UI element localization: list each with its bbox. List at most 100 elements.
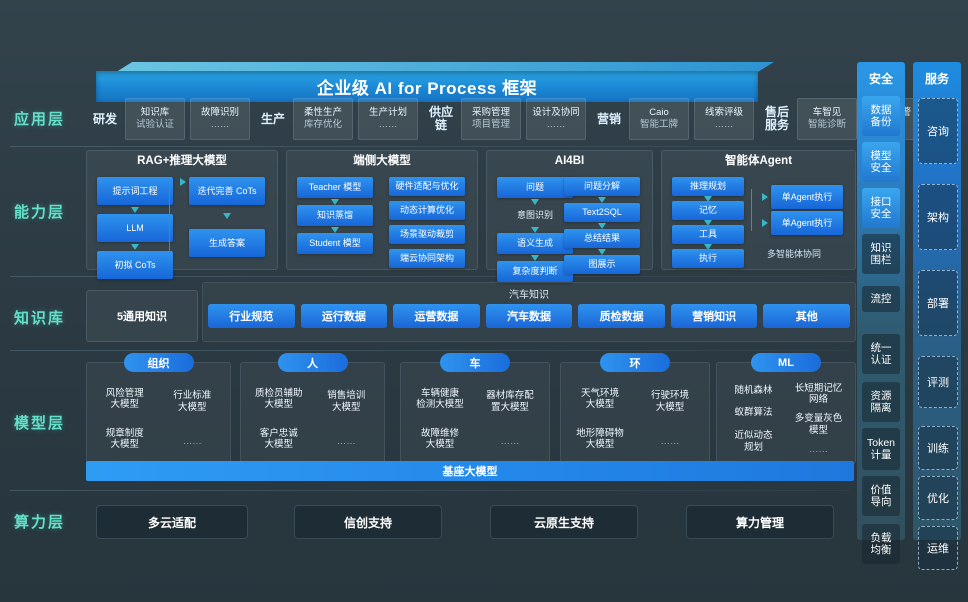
capability-node[interactable]: 记忆 — [672, 201, 744, 220]
compute-item[interactable]: 云原生支持 — [490, 505, 638, 539]
application-cell-primary: 柔性生产 — [303, 107, 342, 118]
security-item[interactable]: 流控 — [862, 286, 900, 312]
model-cell[interactable]: 近似动态 规划 — [734, 430, 773, 453]
capability-node[interactable]: Teacher 模型 — [297, 177, 373, 198]
capability-node[interactable]: 意图识别 — [516, 210, 553, 221]
application-cell[interactable]: Caio 智能工牌 — [629, 98, 689, 140]
service-item[interactable]: 架构 — [918, 184, 958, 250]
capability-node[interactable]: 问题分解 — [564, 177, 640, 196]
model-group-pill[interactable]: 组织 — [123, 353, 194, 372]
model-cell[interactable]: 规章制度 大模型 — [105, 427, 144, 451]
capability-node[interactable]: 动态计算优化 — [389, 201, 465, 220]
capability-node[interactable]: 执行 — [672, 249, 744, 268]
application-cell[interactable]: 车智见 智能诊断 — [797, 98, 857, 140]
capability-node[interactable]: 单Agent执行 — [771, 185, 843, 209]
knowledge-auto-panel: 汽车知识 行业规范 运行数据 运营数据 汽车数据 质检数据 营销知识 其他 — [202, 282, 856, 342]
model-cell[interactable]: 地形障碍物 大模型 — [576, 427, 624, 451]
model-cell[interactable]: 质检员辅助 大模型 — [254, 387, 303, 411]
security-column-header: 安全 — [868, 72, 893, 86]
flow-arrow-down-icon — [531, 226, 539, 233]
capability-node[interactable]: 问题 — [497, 177, 573, 198]
security-item[interactable]: Token 计量 — [862, 428, 900, 470]
security-item[interactable]: 资源 隔离 — [862, 382, 900, 422]
service-item[interactable]: 评测 — [918, 356, 958, 408]
capability-node[interactable]: 硬件适配与优化 — [389, 177, 465, 196]
application-cell[interactable]: 设计及协同…… — [526, 98, 586, 140]
model-cell[interactable]: 故障维修 大模型 — [420, 427, 459, 451]
capability-node[interactable]: 知识蒸馏 — [297, 205, 373, 226]
capability-node[interactable]: 场景驱动裁剪 — [389, 225, 465, 244]
service-item[interactable]: 优化 — [918, 476, 958, 520]
capability-node[interactable]: 语义生成 — [497, 233, 573, 254]
model-cell[interactable]: 长短期记忆 网络 — [794, 382, 843, 406]
model-cell[interactable]: 销售培训 大模型 — [327, 390, 366, 413]
flow-arrow-down-icon — [131, 243, 139, 250]
security-item[interactable]: 统一 认证 — [862, 334, 900, 374]
security-item[interactable]: 数据 备份 — [862, 96, 900, 136]
knowledge-chip[interactable]: 质检数据 — [578, 304, 665, 328]
security-item[interactable]: 价值 导向 — [862, 476, 900, 516]
security-item[interactable]: 接口 安全 — [862, 188, 900, 228]
application-cell[interactable]: 线索评级…… — [694, 98, 754, 140]
security-item[interactable]: 负载 均衡 — [862, 524, 900, 564]
model-group-pill[interactable]: 人 — [277, 353, 348, 372]
model-group-4: ML 随机森林蚁群算法近似动态 规划 长短期记忆 网络 多变量灰色 模型 …… — [716, 353, 856, 464]
model-group-pill[interactable]: ML — [751, 353, 821, 372]
model-cell[interactable]: 车辆健康 检测大模型 — [416, 387, 464, 411]
divider-application — [10, 146, 850, 147]
model-cell[interactable]: 天气环境 大模型 — [580, 387, 619, 411]
model-cell[interactable]: …… — [336, 436, 356, 448]
capability-node[interactable]: 生成答案 — [189, 229, 265, 257]
knowledge-general-box: 5通用知识 — [86, 290, 198, 342]
capability-node[interactable]: 单Agent执行 — [771, 211, 843, 235]
model-cell[interactable]: 行业标准 大模型 — [173, 390, 212, 413]
service-item[interactable]: 训练 — [918, 426, 958, 470]
model-cell[interactable]: 蚁群算法 — [734, 407, 773, 419]
knowledge-chip[interactable]: 运行数据 — [300, 304, 388, 328]
service-item[interactable]: 咨询 — [918, 98, 958, 164]
model-cell[interactable]: 器材库存配 置大模型 — [486, 390, 534, 413]
capability-node[interactable]: 初拟 CoTs — [97, 251, 173, 279]
model-cell[interactable]: …… — [660, 436, 680, 448]
compute-item[interactable]: 算力管理 — [686, 505, 834, 539]
capability-node[interactable]: 总结结果 — [564, 229, 640, 248]
model-group-pill[interactable]: 环 — [600, 353, 670, 372]
model-cell-grid: 质检员辅助 大模型 客户忠诚 大模型 销售培训 大模型 …… — [245, 379, 380, 459]
capability-node[interactable]: 迭代完善 CoTs — [189, 177, 265, 205]
compute-item[interactable]: 信创支持 — [294, 505, 442, 539]
security-item[interactable]: 模型 安全 — [862, 142, 900, 182]
model-group-pill[interactable]: 车 — [440, 353, 510, 372]
model-cell[interactable]: …… — [500, 436, 520, 448]
application-cell-row: 柔性生产 库存优化 生产计划…… — [293, 98, 418, 140]
application-cell[interactable]: 柔性生产 库存优化 — [293, 98, 353, 140]
model-cell[interactable]: 行驶环境 大模型 — [650, 390, 689, 413]
application-cell[interactable]: 生产计划…… — [358, 98, 418, 140]
capability-node[interactable]: Student 模型 — [297, 233, 373, 254]
application-cell[interactable]: 知识库 试验认证 — [125, 98, 185, 140]
knowledge-chip[interactable]: 其他 — [763, 304, 851, 328]
model-cell[interactable]: 多变量灰色 模型 — [794, 413, 843, 436]
model-cell[interactable]: 随机森林 — [734, 384, 773, 396]
security-item[interactable]: 知识 围栏 — [862, 234, 900, 274]
capability-node[interactable]: 推理规划 — [672, 177, 744, 196]
capability-node[interactable]: LLM — [97, 214, 173, 242]
model-cell[interactable]: 客户忠诚 大模型 — [259, 427, 298, 451]
capability-node[interactable]: Text2SQL — [564, 203, 640, 222]
compute-item[interactable]: 多云适配 — [96, 505, 248, 539]
capability-node[interactable]: 提示词工程 — [97, 177, 173, 205]
model-cell[interactable]: 风险管理 大模型 — [105, 387, 144, 411]
application-cell[interactable]: 采购管理 项目管理 — [461, 98, 521, 140]
capability-node[interactable]: 图展示 — [564, 255, 640, 274]
capability-node[interactable]: 工具 — [672, 225, 744, 244]
capability-node[interactable]: 端云协同架构 — [389, 249, 465, 268]
model-cell[interactable]: …… — [809, 443, 828, 455]
service-item[interactable]: 运维 — [918, 526, 958, 570]
capability-node[interactable]: 复杂度判断 — [497, 261, 573, 282]
service-item[interactable]: 部署 — [918, 270, 958, 336]
knowledge-chip[interactable]: 行业规范 — [208, 304, 295, 328]
application-cell[interactable]: 故障识别…… — [190, 98, 250, 140]
knowledge-chip[interactable]: 运营数据 — [393, 304, 480, 328]
knowledge-chip[interactable]: 营销知识 — [670, 304, 758, 328]
model-cell[interactable]: …… — [182, 436, 202, 448]
knowledge-chip[interactable]: 汽车数据 — [485, 304, 573, 328]
